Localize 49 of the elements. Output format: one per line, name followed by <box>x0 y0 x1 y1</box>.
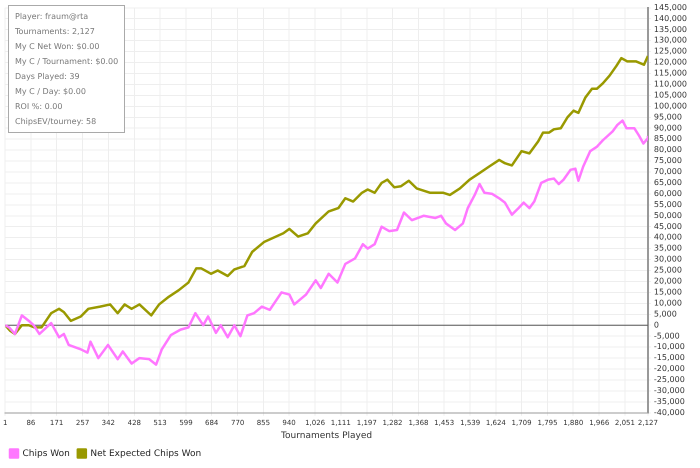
y-tick-label: -20,000 <box>654 364 685 374</box>
y-tick-label: 50,000 <box>654 210 682 220</box>
y-tick-label: 115,000 <box>654 68 688 78</box>
y-tick-label: 80,000 <box>654 145 682 154</box>
y-tick-label: 5,000 <box>654 309 677 318</box>
y-tick-label: 40,000 <box>654 232 682 242</box>
legend-label: Chips Won <box>22 448 70 459</box>
y-tick-label: 85,000 <box>654 134 682 144</box>
y-tick-label: 15,000 <box>654 287 682 296</box>
y-tick-label: 130,000 <box>654 36 688 45</box>
annotation: My C / Tournament: $0.00 <box>15 56 118 68</box>
y-tick-label: 45,000 <box>654 222 682 231</box>
y-tick-label: 70,000 <box>654 167 682 176</box>
y-tick-label: 120,000 <box>654 58 688 67</box>
annotation: Days Played: 39 <box>15 71 81 83</box>
y-tick-label: -30,000 <box>654 386 685 395</box>
legend-label: Net Expected Chips Won <box>90 448 202 459</box>
y-tick-label: 145,000 <box>654 2 688 12</box>
y-tick-label: 110,000 <box>654 80 688 88</box>
y-tick-label: 75,000 <box>654 156 682 166</box>
y-tick-label: 25,000 <box>654 266 682 275</box>
y-tick-label: -5,000 <box>654 331 680 340</box>
y-tick-label: 95,000 <box>654 112 682 122</box>
y-tick-label: 125,000 <box>654 46 688 56</box>
y-tick-label: 35,000 <box>654 244 682 253</box>
y-tick-label: -10,000 <box>654 342 685 352</box>
y-tick-label: 140,000 <box>654 14 688 23</box>
y-tick-label: 20,000 <box>654 276 682 286</box>
y-tick-label: 105,000 <box>654 90 688 100</box>
annotation: My C / Day: $0.00 <box>15 86 87 98</box>
y-tick-label: 60,000 <box>654 188 682 198</box>
y-tick-label: -35,000 <box>654 396 685 406</box>
annotation: ChipsEV/tourney: 58 <box>15 116 98 128</box>
y-tick-label: -40,000 <box>654 408 685 417</box>
y-tick-label: -25,000 <box>654 375 685 384</box>
y-tick-label: 30,000 <box>654 254 682 264</box>
y-tick-label: 100,000 <box>654 101 688 110</box>
annotation: Player: fraum@rta <box>15 11 90 23</box>
annotation: ROI %: 0.00 <box>15 101 64 113</box>
y-tick-label: 55,000 <box>654 200 682 209</box>
annotation: My C Net Won: $0.00 <box>15 41 100 53</box>
annotation: Tournaments: 2,127 <box>15 26 96 38</box>
y-tick-label: 135,000 <box>654 24 688 34</box>
y-tick-label: -15,000 <box>654 353 685 362</box>
y-tick-label: 10,000 <box>654 298 682 308</box>
x-axis-title: Tournaments Played <box>280 430 372 441</box>
y-tick-label: 90,000 <box>654 123 682 132</box>
y-tick-label: 0 <box>654 320 660 330</box>
y-tick-label: 65,000 <box>654 178 682 188</box>
